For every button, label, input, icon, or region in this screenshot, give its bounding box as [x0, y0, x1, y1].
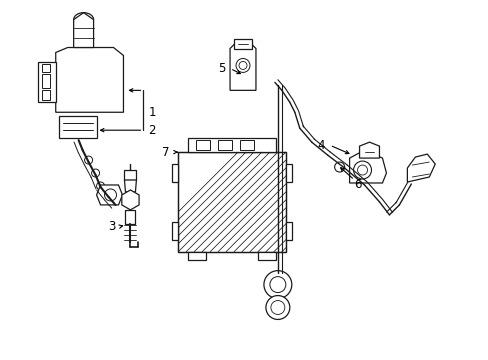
- Text: 5: 5: [218, 62, 225, 75]
- Bar: [41, 64, 50, 72]
- Bar: [124, 170, 136, 180]
- Polygon shape: [359, 142, 379, 158]
- Bar: [172, 164, 178, 182]
- Polygon shape: [96, 185, 122, 205]
- Bar: [285, 164, 291, 182]
- Circle shape: [334, 162, 344, 172]
- Text: 6: 6: [354, 179, 361, 192]
- Text: 1: 1: [148, 106, 156, 119]
- Bar: [188, 252, 206, 260]
- Bar: [188, 138, 275, 152]
- Polygon shape: [74, 13, 93, 48]
- Circle shape: [265, 296, 289, 319]
- Polygon shape: [124, 180, 136, 192]
- Bar: [258, 252, 275, 260]
- Circle shape: [104, 189, 116, 201]
- Circle shape: [269, 276, 285, 293]
- Polygon shape: [234, 39, 251, 49]
- Bar: [178, 152, 285, 252]
- Circle shape: [236, 58, 249, 72]
- Bar: [178, 152, 285, 252]
- Polygon shape: [56, 48, 123, 112]
- Circle shape: [91, 169, 100, 177]
- Text: 2: 2: [148, 124, 156, 137]
- Polygon shape: [59, 116, 96, 138]
- Bar: [172, 222, 178, 240]
- Circle shape: [353, 161, 371, 179]
- Circle shape: [84, 156, 92, 164]
- Polygon shape: [407, 154, 434, 182]
- Bar: [41, 90, 50, 100]
- Polygon shape: [122, 190, 139, 210]
- Circle shape: [264, 271, 291, 298]
- Text: 4: 4: [317, 139, 325, 152]
- Circle shape: [96, 182, 104, 190]
- Bar: [240, 140, 253, 150]
- Bar: [218, 140, 232, 150]
- Circle shape: [270, 301, 285, 315]
- Bar: [196, 140, 210, 150]
- Polygon shape: [349, 150, 386, 183]
- Circle shape: [357, 165, 367, 175]
- Polygon shape: [229, 41, 255, 90]
- Circle shape: [239, 62, 246, 69]
- Polygon shape: [125, 210, 135, 224]
- Text: 3: 3: [108, 220, 116, 233]
- Polygon shape: [38, 62, 56, 102]
- Bar: [41, 75, 50, 88]
- Bar: [285, 222, 291, 240]
- Text: 7: 7: [162, 145, 169, 159]
